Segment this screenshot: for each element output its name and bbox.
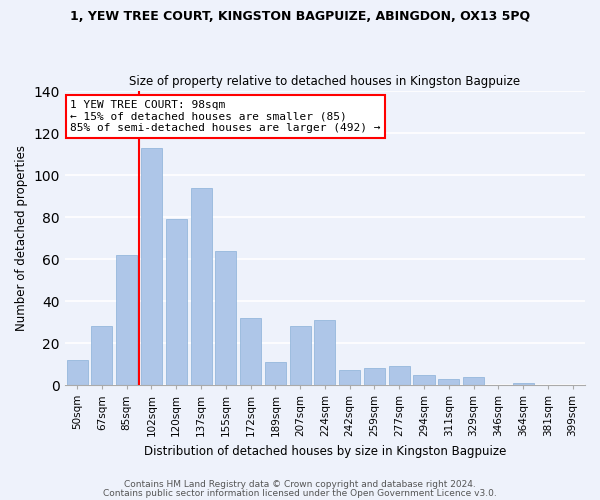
Title: Size of property relative to detached houses in Kingston Bagpuize: Size of property relative to detached ho… [130, 76, 520, 88]
Bar [265, 362, 286, 385]
Bar [290, 326, 311, 385]
Y-axis label: Number of detached properties: Number of detached properties [15, 145, 28, 331]
Text: 1, YEW TREE COURT, KINGSTON BAGPUIZE, ABINGDON, OX13 5PQ: 1, YEW TREE COURT, KINGSTON BAGPUIZE, AB… [70, 10, 530, 23]
Bar [240, 318, 261, 385]
Bar [91, 326, 112, 385]
Bar [339, 370, 360, 385]
Bar [116, 255, 137, 385]
Bar [463, 376, 484, 385]
Bar [141, 148, 162, 385]
Bar [314, 320, 335, 385]
Bar [389, 366, 410, 385]
Text: Contains HM Land Registry data © Crown copyright and database right 2024.: Contains HM Land Registry data © Crown c… [124, 480, 476, 489]
Text: 1 YEW TREE COURT: 98sqm
← 15% of detached houses are smaller (85)
85% of semi-de: 1 YEW TREE COURT: 98sqm ← 15% of detache… [70, 100, 380, 133]
X-axis label: Distribution of detached houses by size in Kingston Bagpuize: Distribution of detached houses by size … [144, 444, 506, 458]
Bar [67, 360, 88, 385]
Bar [512, 383, 533, 385]
Text: Contains public sector information licensed under the Open Government Licence v3: Contains public sector information licen… [103, 488, 497, 498]
Bar [413, 374, 434, 385]
Bar [438, 378, 459, 385]
Bar [191, 188, 212, 385]
Bar [364, 368, 385, 385]
Bar [215, 250, 236, 385]
Bar [166, 219, 187, 385]
